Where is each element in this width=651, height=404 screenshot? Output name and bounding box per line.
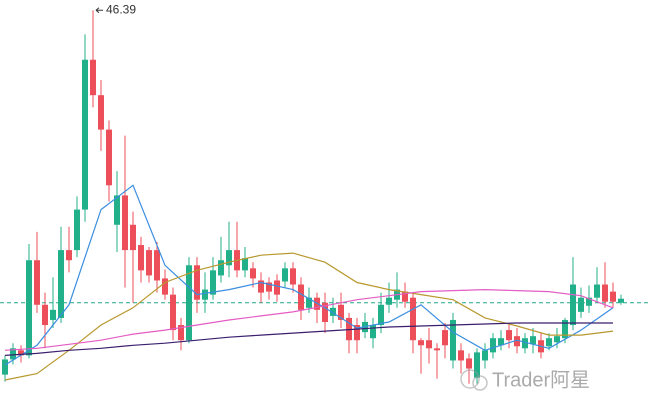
candle-body	[122, 195, 128, 251]
candle-body	[146, 250, 152, 276]
candle-body	[50, 309, 56, 320]
candle-body	[586, 297, 592, 306]
max-arrow	[95, 7, 103, 14]
candle-body	[418, 340, 424, 346]
candle-body	[306, 297, 312, 308]
candle-body	[450, 319, 456, 361]
watermark-text: Trader阿星	[492, 368, 590, 391]
candle-body	[250, 268, 256, 279]
candle-body	[2, 359, 8, 375]
candle-body	[618, 298, 624, 303]
moving-average	[4, 288, 614, 351]
candle-body	[266, 282, 272, 292]
candle-body	[442, 330, 448, 346]
candle-body	[322, 302, 328, 322]
candle-body	[162, 278, 168, 295]
candle-body	[194, 265, 200, 300]
candle-body	[58, 250, 64, 318]
candle-body	[482, 350, 488, 361]
candle-body	[410, 297, 416, 341]
candle-body	[554, 336, 560, 343]
candle-body	[498, 338, 504, 346]
candle-body	[74, 209, 80, 251]
candle-body	[514, 336, 520, 347]
watermark: Trader阿星	[460, 368, 590, 391]
candle-body	[130, 224, 136, 251]
candle-body	[610, 291, 616, 302]
candle-body	[402, 291, 408, 302]
watermark-icon	[472, 375, 488, 391]
candle-body	[210, 270, 216, 295]
candle-body	[202, 289, 208, 300]
candle-body	[218, 260, 224, 276]
candle-body	[10, 348, 16, 360]
candle-body	[170, 294, 176, 331]
candle-body	[290, 268, 296, 285]
max-label: 46.39	[106, 2, 136, 16]
candle-body	[386, 297, 392, 305]
candle-body	[226, 250, 232, 266]
candle-body	[330, 307, 336, 316]
candle-body	[82, 59, 88, 210]
watermark-icon	[460, 369, 480, 389]
candle-body	[594, 284, 600, 298]
candle-body	[506, 330, 512, 341]
candle-body	[178, 325, 184, 341]
moving-average	[4, 322, 613, 356]
moving-average	[4, 184, 614, 366]
candle-body	[154, 250, 160, 281]
candle-body	[458, 350, 464, 361]
candle-body	[42, 304, 48, 326]
candle-body	[474, 352, 480, 378]
moving-average	[4, 252, 614, 381]
candle-body	[138, 245, 144, 271]
candle-body	[98, 95, 104, 130]
candle-body	[186, 265, 192, 341]
candle-body	[242, 258, 248, 271]
candle-body	[522, 338, 528, 349]
candle-body	[562, 319, 568, 339]
candle-body	[546, 338, 552, 347]
candle-body	[570, 284, 576, 326]
candle-body	[370, 325, 376, 339]
candle-body	[426, 340, 432, 349]
candle-body	[530, 336, 536, 345]
candle-body	[106, 129, 112, 186]
candle-body	[34, 260, 40, 305]
candle-body	[90, 59, 96, 96]
candle-body	[602, 284, 608, 302]
candle-body	[298, 284, 304, 310]
candle-body	[282, 268, 288, 282]
candle-body	[114, 195, 120, 225]
candle-body	[490, 338, 496, 353]
candle-body	[26, 260, 32, 356]
candle-body	[354, 325, 360, 341]
candle-body	[66, 250, 72, 261]
candle-body	[258, 280, 264, 293]
candle-body	[338, 304, 344, 320]
candle-body	[434, 348, 440, 351]
candle-body	[18, 350, 24, 356]
candle-body	[378, 304, 384, 326]
candle-body	[578, 297, 584, 312]
candle-body	[274, 280, 280, 295]
candle-body	[466, 358, 472, 369]
